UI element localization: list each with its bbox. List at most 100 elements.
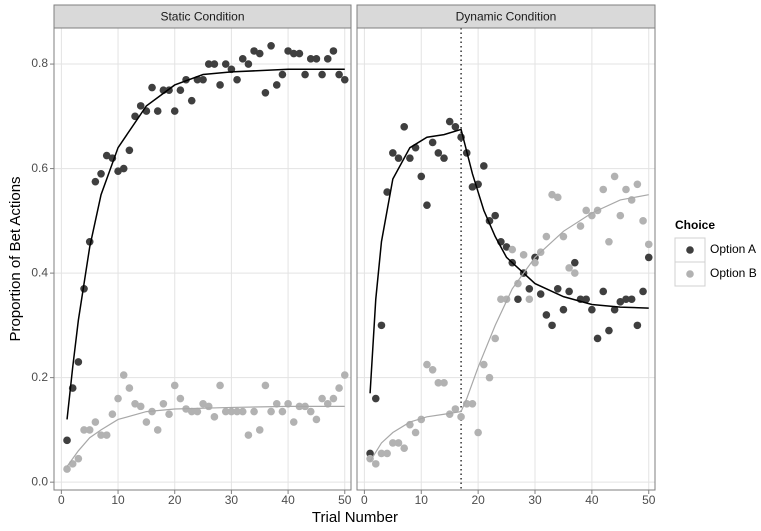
data-point <box>633 180 642 189</box>
data-point <box>371 394 380 403</box>
legend-label: Option A <box>710 242 756 256</box>
data-point <box>170 107 179 115</box>
data-point <box>250 47 258 55</box>
data-point <box>250 407 258 416</box>
data-point <box>210 413 219 421</box>
data-point <box>329 394 338 403</box>
strip-title: Static Condition <box>160 10 244 24</box>
data-point <box>233 407 241 416</box>
data-point <box>323 399 332 408</box>
panel <box>357 28 655 490</box>
data-point <box>497 295 505 304</box>
x-tick-label: 0 <box>361 493 368 507</box>
data-point <box>445 410 454 419</box>
data-point <box>295 49 304 58</box>
data-point <box>605 237 613 246</box>
data-point <box>119 164 128 173</box>
data-point <box>514 295 522 304</box>
data-point <box>491 211 499 220</box>
data-point <box>491 334 499 343</box>
data-point <box>278 70 287 79</box>
x-tick-label: 20 <box>471 493 485 507</box>
data-point <box>210 60 219 68</box>
data-point <box>340 371 349 379</box>
data-point <box>394 154 403 162</box>
data-point <box>423 360 431 369</box>
data-point <box>318 70 326 79</box>
data-point <box>119 371 128 379</box>
data-point <box>85 426 94 434</box>
data-point <box>204 402 213 411</box>
data-point <box>406 154 414 162</box>
data-point <box>165 410 173 419</box>
data-point <box>480 360 488 369</box>
data-point <box>170 381 179 390</box>
data-point <box>582 295 590 304</box>
fit-curve <box>66 405 345 467</box>
fit-curve <box>369 194 649 462</box>
data-point <box>244 60 253 68</box>
data-point <box>559 232 568 241</box>
data-point <box>400 122 409 131</box>
x-tick-label: 30 <box>225 493 239 507</box>
x-tick-label: 20 <box>168 493 182 507</box>
data-point <box>68 460 77 468</box>
data-point <box>366 454 374 463</box>
data-point <box>553 284 562 293</box>
data-point <box>261 89 270 97</box>
data-point <box>417 172 426 181</box>
data-point <box>255 49 264 58</box>
data-point <box>261 381 270 390</box>
data-point <box>371 460 380 468</box>
legend-marker <box>686 270 694 278</box>
data-point <box>622 295 630 304</box>
data-point <box>199 75 207 84</box>
data-point <box>622 185 630 194</box>
data-point <box>571 269 579 277</box>
data-point <box>176 86 185 94</box>
data-point <box>148 83 156 92</box>
data-point <box>411 428 420 437</box>
data-point <box>639 217 647 225</box>
data-point <box>63 465 71 473</box>
data-point <box>434 149 443 157</box>
data-point <box>599 287 608 296</box>
data-point <box>593 334 602 343</box>
x-tick-label: 50 <box>338 493 352 507</box>
data-point <box>278 407 287 416</box>
y-tick-label: 0.2 <box>31 370 48 384</box>
data-point <box>131 399 139 408</box>
data-point <box>131 112 139 121</box>
data-point <box>576 222 585 230</box>
data-point <box>639 287 647 296</box>
data-point <box>559 305 568 314</box>
y-tick-label: 0.6 <box>31 161 48 175</box>
data-point <box>136 102 145 110</box>
data-point <box>565 287 573 296</box>
x-tick-label: 50 <box>642 493 656 507</box>
data-point <box>80 426 88 434</box>
data-point <box>605 326 613 335</box>
data-point <box>267 407 275 416</box>
data-point <box>616 298 625 306</box>
data-point <box>610 305 619 314</box>
data-point <box>267 41 275 50</box>
data-point <box>306 407 315 416</box>
data-point <box>312 415 321 424</box>
x-tick-label: 30 <box>528 493 542 507</box>
data-point <box>91 418 100 426</box>
data-point <box>508 245 517 254</box>
data-point <box>423 201 431 209</box>
data-point <box>445 117 454 126</box>
data-point <box>383 449 391 458</box>
data-point <box>542 311 551 319</box>
data-point <box>102 431 111 439</box>
data-point <box>97 431 105 439</box>
data-point <box>480 162 488 170</box>
data-point <box>272 399 281 408</box>
data-point <box>434 379 443 387</box>
fit-curve <box>66 68 345 420</box>
data-point <box>114 167 122 175</box>
data-point <box>318 394 326 403</box>
data-point <box>233 75 241 84</box>
